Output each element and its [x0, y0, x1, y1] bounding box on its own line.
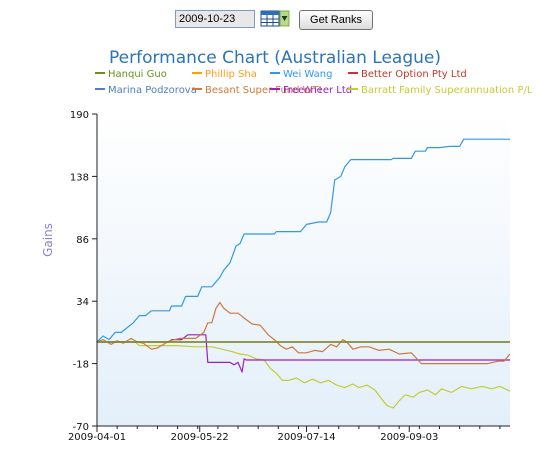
legend-entry: Phillip Sha — [192, 69, 257, 80]
y-tick-label: 34 — [76, 297, 89, 308]
legend-entry: Better Option Pty Ltd — [348, 69, 467, 80]
legend-label: Wei Wang — [283, 69, 332, 80]
legend-label: Hanqui Guo — [108, 69, 167, 80]
chart-title: Performance Chart (Australian League) — [109, 48, 441, 68]
legend-label: Better Option Pty Ltd — [361, 69, 467, 80]
legend-label: Marina Podzorova — [108, 85, 197, 96]
legend-label: Besant Super Fund WTI — [205, 85, 322, 96]
legend-entry: Hanqui Guo — [95, 69, 167, 80]
series-line — [97, 301, 510, 365]
legend-entry: Barratt Family Superannuation P/L — [348, 85, 533, 96]
y-axis-label: Gains — [41, 223, 55, 257]
series-line — [97, 341, 510, 409]
series-line — [97, 138, 510, 343]
y-tick-label: 86 — [76, 235, 89, 246]
x-tick-label: 2009-07-14 — [277, 432, 335, 443]
date-input[interactable]: 2009-10-23 — [175, 10, 255, 28]
get-ranks-button[interactable]: Get Ranks — [299, 10, 373, 30]
legend: Hanqui Guo Phillip Sha Wei Wang Better Opti… — [95, 69, 533, 96]
y-tick-label: -18 — [73, 360, 89, 371]
legend-entry: Freeoneer Ltd — [270, 85, 352, 96]
x-tick-label: 2009-05-22 — [171, 432, 229, 443]
series-layer — [97, 138, 510, 409]
legend-entry: Marina Podzorova — [95, 85, 197, 96]
x-tick-label: 2009-09-03 — [380, 432, 438, 443]
calendar-grid-icon[interactable] — [260, 10, 290, 28]
legend-label: Barratt Family Superannuation P/L — [361, 85, 533, 96]
legend-entry: Wei Wang — [270, 69, 332, 80]
plot-area — [97, 114, 510, 426]
y-tick-label: -70 — [73, 422, 89, 433]
y-tick-label: 138 — [70, 172, 89, 183]
legend-label: Freeoneer Ltd — [283, 85, 352, 96]
y-tick-label: 190 — [70, 110, 89, 121]
legend-label: Phillip Sha — [205, 69, 257, 80]
legend-entry: Besant Super Fund WTI — [192, 85, 322, 96]
x-tick-label: 2009-04-01 — [68, 432, 126, 443]
